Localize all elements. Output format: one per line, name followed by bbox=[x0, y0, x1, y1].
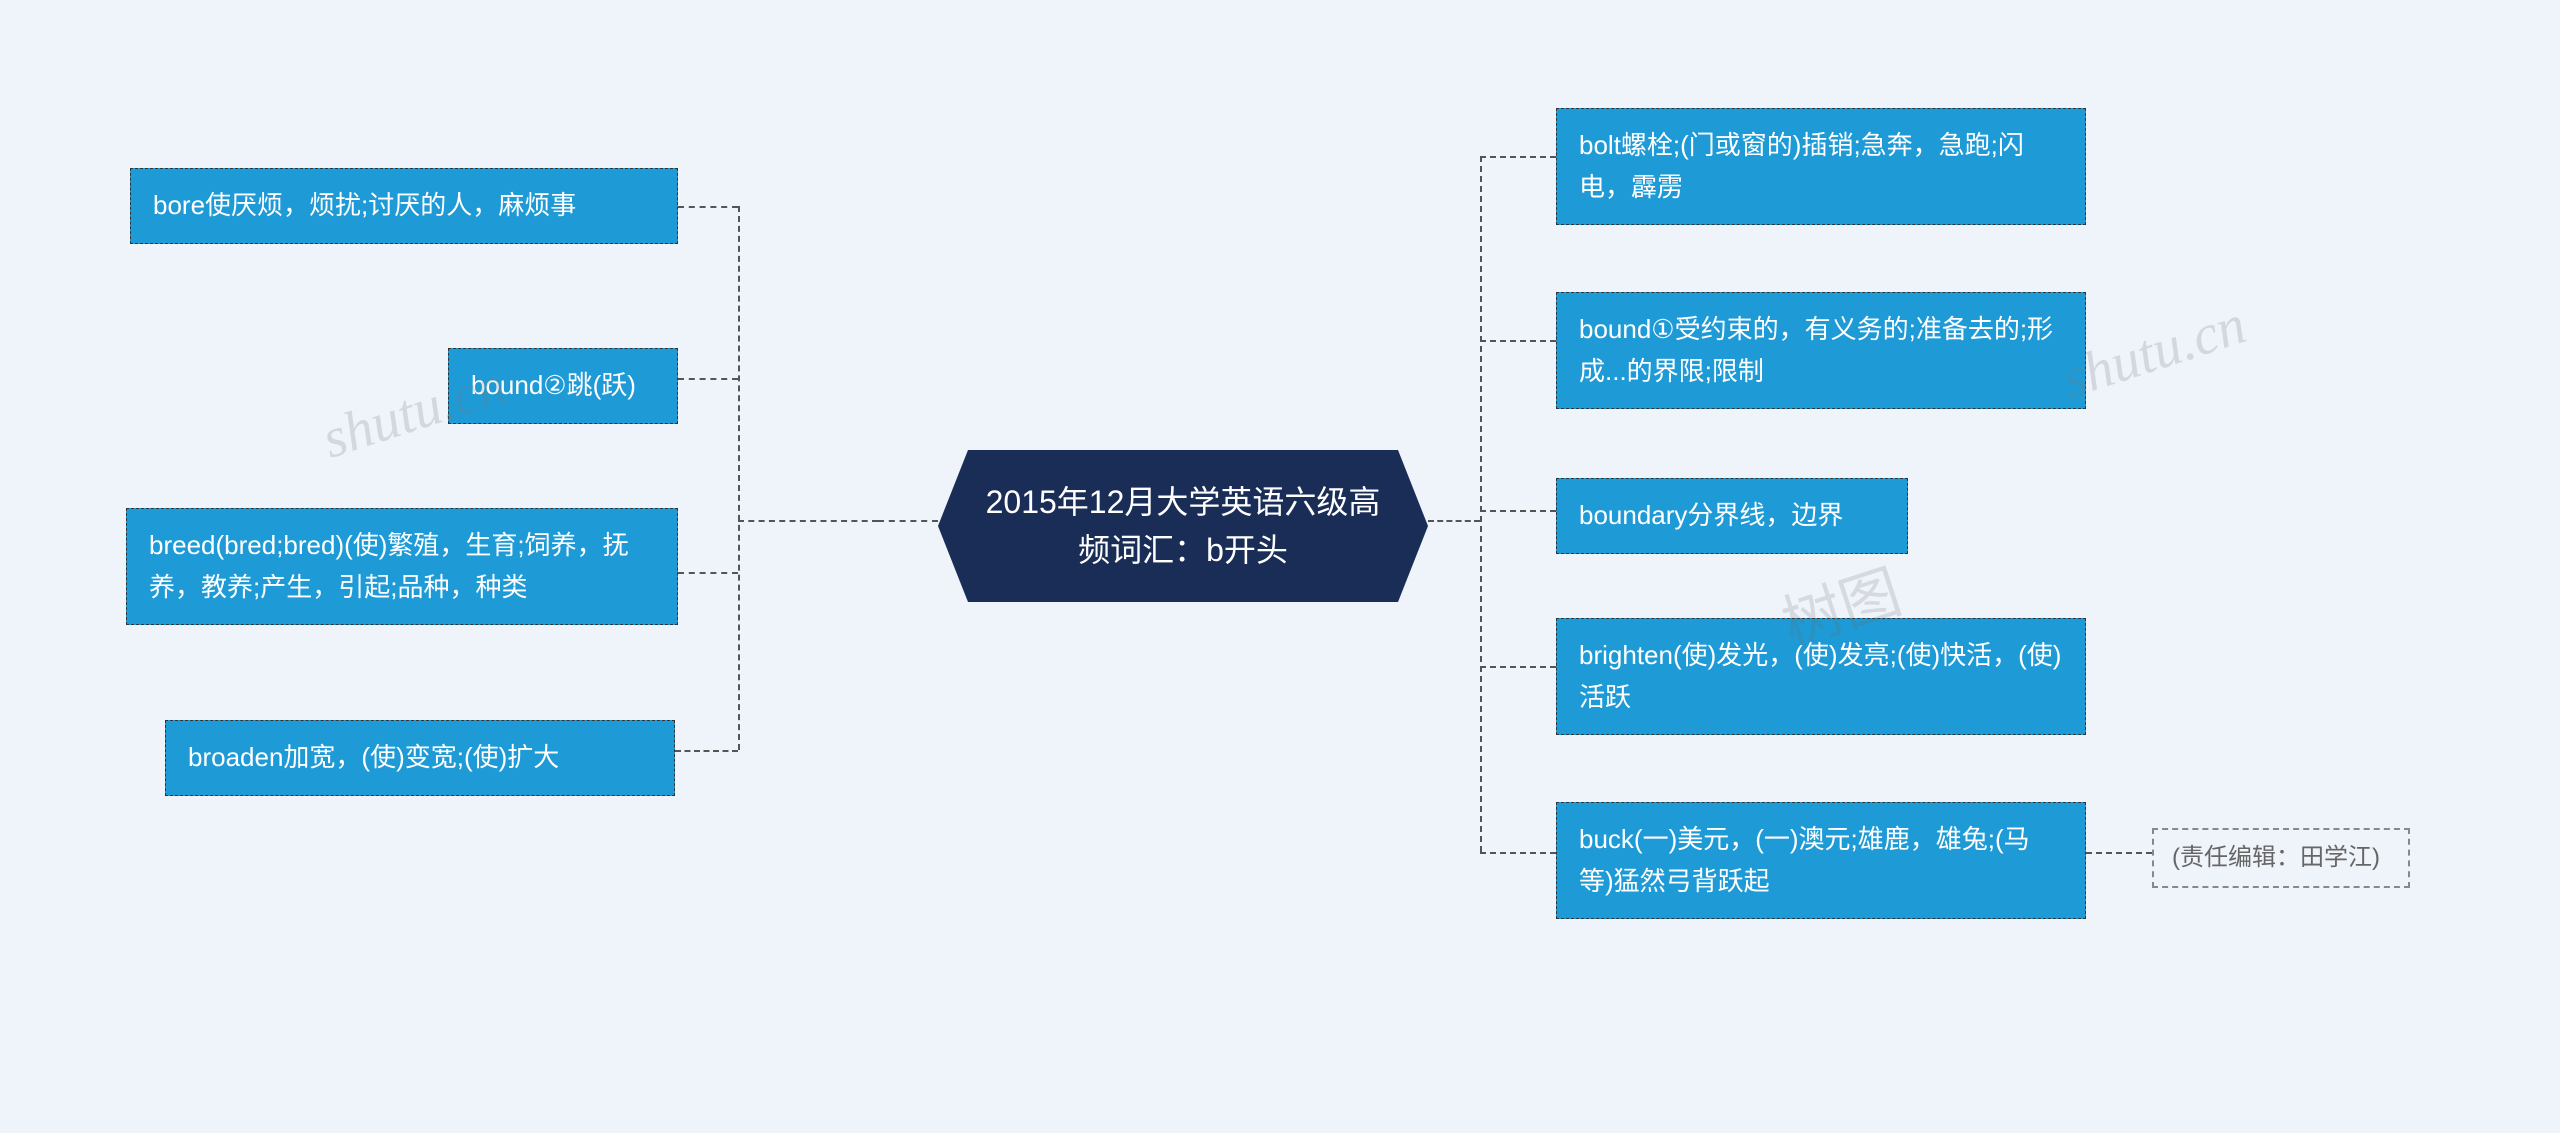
connector-right-0 bbox=[1480, 156, 1556, 158]
connector-left-1 bbox=[678, 378, 738, 380]
left-branch-3: broaden加宽，(使)变宽;(使)扩大 bbox=[165, 720, 675, 796]
right-branch-1: bound①受约束的，有义务的;准备去的;形成...的界限;限制 bbox=[1556, 292, 2086, 409]
right-branch-3: brighten(使)发光，(使)发亮;(使)快活，(使)活跃 bbox=[1556, 618, 2086, 735]
connector-left-bus-to-stub bbox=[738, 520, 878, 522]
connector-right-bus bbox=[1480, 156, 1482, 852]
connector-right-stub bbox=[1428, 520, 1480, 522]
connector-leaf bbox=[2086, 852, 2152, 854]
connector-left-0 bbox=[678, 206, 738, 208]
connector-left-3 bbox=[675, 750, 738, 752]
right-branch-4: buck(一)美元，(一)澳元;雄鹿，雄兔;(马等)猛然弓背跃起 bbox=[1556, 802, 2086, 919]
left-branch-2: breed(bred;bred)(使)繁殖，生育;饲养，抚养，教养;产生，引起;… bbox=[126, 508, 678, 625]
left-branch-0: bore使厌烦，烦扰;讨厌的人，麻烦事 bbox=[130, 168, 678, 244]
connector-right-3 bbox=[1480, 666, 1556, 668]
connector-right-2 bbox=[1480, 510, 1556, 512]
left-branch-1: bound②跳(跃) bbox=[448, 348, 678, 424]
connector-left-2 bbox=[678, 572, 738, 574]
connector-right-4 bbox=[1480, 852, 1556, 854]
connector-left-stub bbox=[878, 520, 938, 522]
right-branch-0: bolt螺栓;(门或窗的)插销;急奔，急跑;闪电，霹雳 bbox=[1556, 108, 2086, 225]
connector-left-bus bbox=[738, 206, 740, 750]
center-node: 2015年12月大学英语六级高频词汇：b开头 bbox=[938, 450, 1428, 602]
right-branch-2: boundary分界线，边界 bbox=[1556, 478, 1908, 554]
connector-right-1 bbox=[1480, 340, 1556, 342]
leaf-editor-credit: (责任编辑：田学江) bbox=[2152, 828, 2410, 888]
